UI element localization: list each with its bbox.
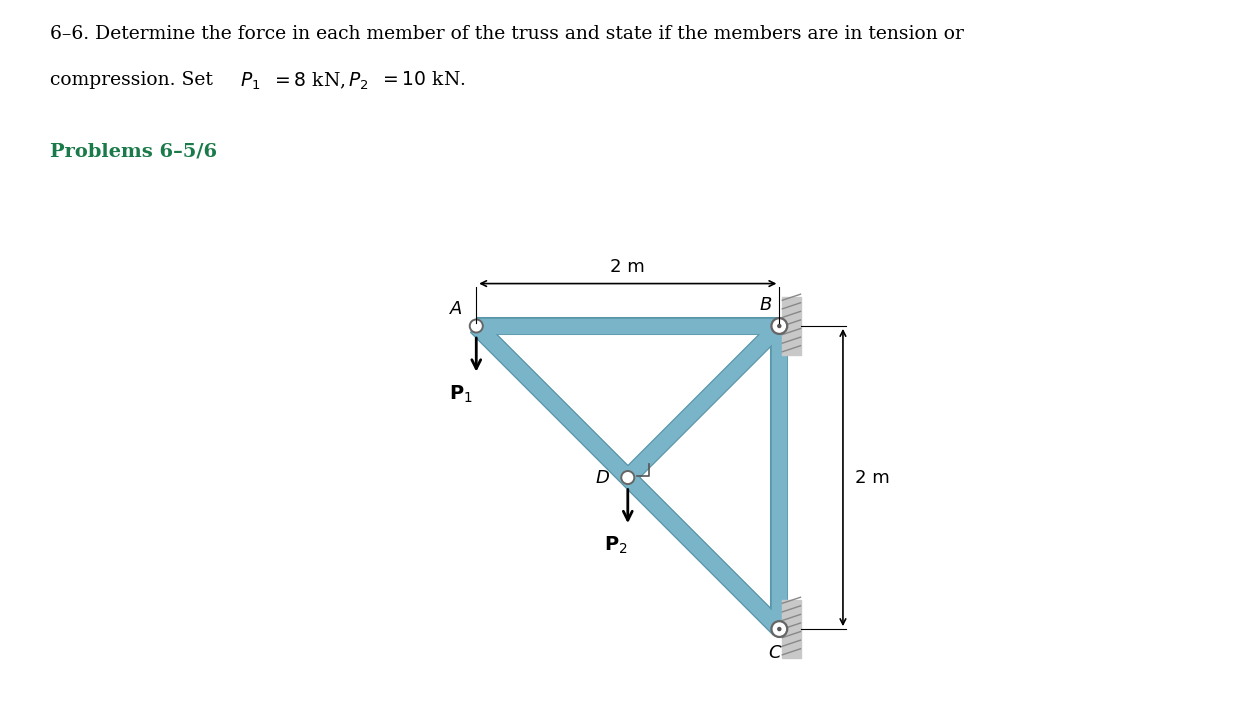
Text: compression. Set: compression. Set <box>50 71 219 89</box>
Text: $\mathbf{P}_1$: $\mathbf{P}_1$ <box>449 384 473 405</box>
Text: 2 m: 2 m <box>610 258 646 276</box>
Text: 2 m: 2 m <box>856 469 889 486</box>
Text: $= 8$ kN,: $= 8$ kN, <box>265 71 348 92</box>
Circle shape <box>771 318 788 334</box>
Circle shape <box>469 319 483 333</box>
Text: $= 10$ kN.: $= 10$ kN. <box>373 71 465 89</box>
Circle shape <box>778 628 781 631</box>
Circle shape <box>773 320 786 332</box>
Circle shape <box>773 623 786 635</box>
Text: A: A <box>450 301 463 319</box>
Circle shape <box>771 621 788 637</box>
Circle shape <box>623 473 633 482</box>
Text: $\mathbf{P}_2$: $\mathbf{P}_2$ <box>604 535 628 557</box>
Bar <box>782 297 801 355</box>
Text: B: B <box>759 296 772 314</box>
Text: Problems 6–5/6: Problems 6–5/6 <box>50 142 218 160</box>
Circle shape <box>620 471 634 484</box>
Bar <box>782 600 801 658</box>
Text: 6–6. Determine the force in each member of the truss and state if the members ar: 6–6. Determine the force in each member … <box>50 25 965 43</box>
Text: D: D <box>595 469 609 486</box>
Circle shape <box>778 324 781 328</box>
Circle shape <box>472 321 482 331</box>
Text: $P_2$: $P_2$ <box>348 71 368 92</box>
Text: $P_1$: $P_1$ <box>240 71 260 92</box>
Text: C: C <box>768 644 781 662</box>
